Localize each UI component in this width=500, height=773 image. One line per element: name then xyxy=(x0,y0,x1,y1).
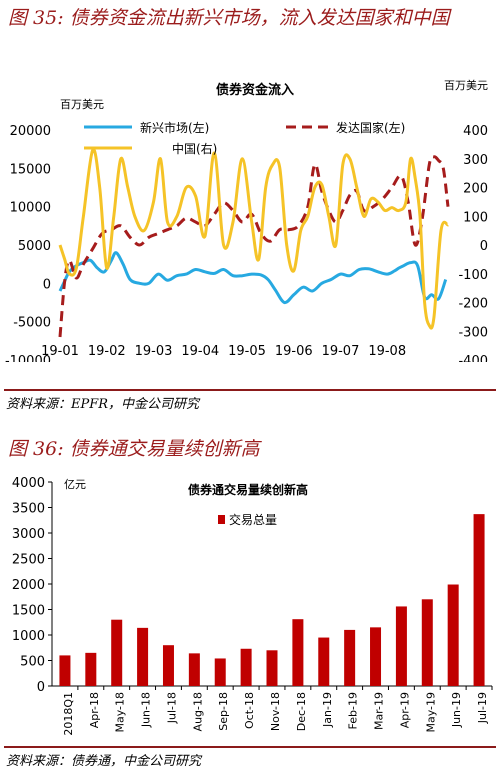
x-tick-label: 19-06 xyxy=(275,344,313,359)
y-tick-label-left: -5000 xyxy=(13,316,51,331)
figure-36-caption: 图 36: 债券通交易量续创新高 xyxy=(8,438,260,460)
bar xyxy=(447,584,459,686)
bond-connect-bar-chart: 0 500 1000 1500 2000 2500 3000 3500 4000 亿元 债券通交易量… xyxy=(12,476,493,736)
x-tick-label: 19-03 xyxy=(135,344,173,359)
bar xyxy=(370,627,382,686)
bar xyxy=(473,514,485,686)
y-tick-label: 3000 xyxy=(12,527,45,542)
bar xyxy=(344,629,356,686)
bar xyxy=(162,645,174,686)
x-tick-label: Feb-19 xyxy=(347,692,360,729)
y-tick-label-right: -400 xyxy=(458,354,488,362)
legend-label: 中国(右) xyxy=(172,141,217,156)
bar xyxy=(59,655,71,686)
bar xyxy=(85,652,97,686)
x-tick-label: 19-05 xyxy=(228,344,266,359)
legend-swatch xyxy=(218,515,225,524)
x-tick-label: Oct-18 xyxy=(243,692,256,729)
series-line-left xyxy=(58,251,448,305)
source-divider xyxy=(4,746,496,748)
legend-label: 新兴市场(左) xyxy=(140,120,209,135)
bar xyxy=(395,606,407,686)
x-tick-label: Apr-19 xyxy=(398,692,411,728)
series-line-left xyxy=(58,155,450,338)
x-tick-label: 19-08 xyxy=(368,344,406,359)
y-tick-label-right: 200 xyxy=(463,182,488,197)
x-tick-label: Dec-18 xyxy=(295,692,308,731)
y-tick-label: 500 xyxy=(20,655,45,670)
x-tick-label: 19-07 xyxy=(322,344,360,359)
y-tick-label: 4000 xyxy=(12,476,45,491)
bar xyxy=(188,653,200,686)
y-axis-right-label: 百万美元 xyxy=(444,79,488,92)
legend-label: 发达国家(左) xyxy=(336,120,405,135)
bar xyxy=(318,637,330,686)
x-tick-label: Sep-18 xyxy=(217,692,230,731)
x-tick-label: Aug-18 xyxy=(191,692,204,731)
y-tick-label: 1500 xyxy=(12,604,45,619)
y-tick-label-left: 0 xyxy=(43,277,51,292)
x-tick-label: May-18 xyxy=(114,692,127,733)
x-tick-label: Jun-19 xyxy=(450,692,463,728)
series-line-right xyxy=(58,148,450,330)
x-tick-label: 19-01 xyxy=(41,344,79,359)
chart-title: 债券通交易量续创新高 xyxy=(188,482,308,497)
bar xyxy=(266,650,278,686)
bar xyxy=(292,619,304,686)
y-tick-label: 1000 xyxy=(12,629,45,644)
bar xyxy=(214,658,226,686)
y-tick-label: 3500 xyxy=(12,502,45,517)
figure-36-source: 资料来源：债券通，中金公司研究 xyxy=(6,754,202,769)
figure-35-caption: 图 35: 债券资金流出新兴市场，流入发达国家和中国 xyxy=(8,7,450,29)
x-tick-label: 19-02 xyxy=(88,344,126,359)
legend-label: 交易总量 xyxy=(229,512,277,527)
bar xyxy=(240,648,252,686)
y-tick-label-left: -10000 xyxy=(5,354,51,362)
y-tick-label: 2500 xyxy=(12,553,45,568)
y-tick-label-right: -300 xyxy=(458,325,488,340)
x-tick-label: 2018Q1 xyxy=(62,692,75,736)
x-tick-label: Jun-18 xyxy=(140,692,153,728)
y-axis-left-label: 百万美元 xyxy=(60,98,104,111)
bar xyxy=(421,599,433,686)
y-tick-label-left: 5000 xyxy=(18,239,51,254)
bar xyxy=(137,627,149,686)
bond-flow-line-chart: 债券资金流入百万美元百万美元-10000-5000050001000015000… xyxy=(5,79,488,362)
y-tick-label-left: 10000 xyxy=(10,201,51,216)
x-tick-label: Jul-18 xyxy=(165,692,178,724)
y-tick-label-right: -200 xyxy=(458,297,488,312)
x-tick-label: Mar-19 xyxy=(373,692,386,730)
y-tick-label-right: 100 xyxy=(463,210,488,225)
figure-35-source: 资料来源：EPFR，中金公司研究 xyxy=(6,397,200,412)
x-tick-label: Jul-19 xyxy=(476,692,489,724)
y-tick-label: 0 xyxy=(37,680,45,695)
y-tick-label-left: 20000 xyxy=(10,124,51,139)
y-tick-label: 2000 xyxy=(12,578,45,593)
source-divider xyxy=(4,389,496,391)
bar xyxy=(111,619,123,686)
y-tick-label-right: 400 xyxy=(463,124,488,139)
x-tick-label: Apr-18 xyxy=(88,692,101,728)
x-tick-label: May-19 xyxy=(424,692,437,733)
x-tick-label: Jan-19 xyxy=(321,692,334,728)
y-axis-label: 亿元 xyxy=(64,478,86,491)
x-tick-label: 19-04 xyxy=(181,344,219,359)
y-tick-label-right: 300 xyxy=(463,153,488,168)
y-tick-label-left: 15000 xyxy=(10,162,51,177)
y-tick-label-right: -100 xyxy=(458,268,488,283)
y-tick-label-right: 0 xyxy=(480,239,488,254)
x-tick-label: Nov-18 xyxy=(269,692,282,731)
chart-title: 债券资金流入 xyxy=(216,82,294,98)
